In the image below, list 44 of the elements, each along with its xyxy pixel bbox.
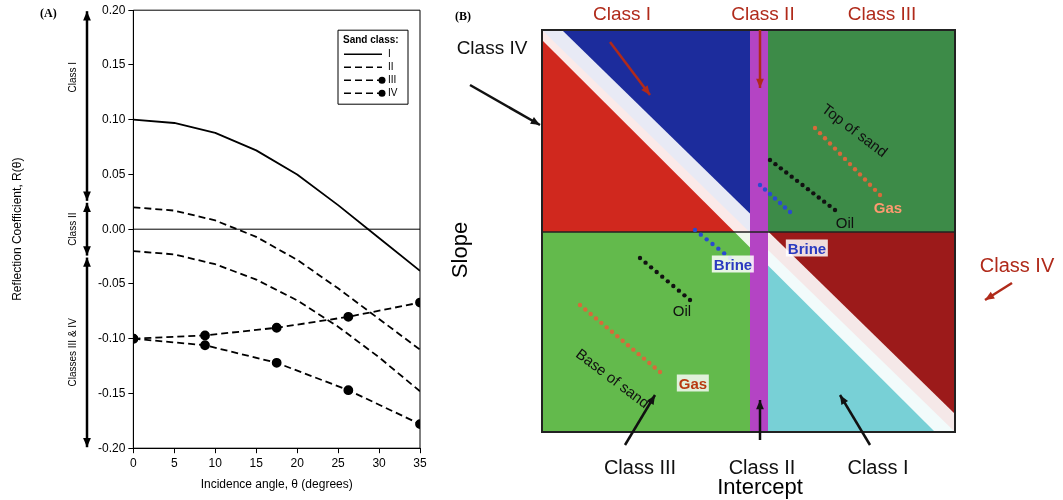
y-tick-label: 0.15 xyxy=(101,57,126,72)
x-tick-label: 10 xyxy=(208,455,223,470)
chart-title: (A) xyxy=(40,6,57,21)
x-axis-title: Incidence angle, θ (degrees) xyxy=(200,477,353,492)
text: Class I xyxy=(847,455,909,479)
text: Gas xyxy=(873,198,903,216)
text: Class I xyxy=(592,3,652,25)
y-tick-label: -0.15 xyxy=(97,385,126,400)
x-tick-label: 30 xyxy=(372,455,387,470)
text: Slope xyxy=(447,221,473,279)
legend-label: I xyxy=(388,47,391,59)
y-tick-label: 0.00 xyxy=(101,221,126,236)
legend-title: Sand class: xyxy=(343,33,399,45)
x-tick-label: 20 xyxy=(290,455,305,470)
x-tick-label: 15 xyxy=(249,455,264,470)
text: Class IV xyxy=(456,37,528,59)
text: Oil xyxy=(672,301,692,319)
text: (B) xyxy=(455,8,471,24)
y-tick-label: 0.05 xyxy=(101,166,126,181)
x-tick-label: 35 xyxy=(413,455,427,470)
x-tick-label: 25 xyxy=(331,455,346,470)
text: Classes III & IV xyxy=(66,317,78,387)
y-tick-label: -0.05 xyxy=(97,276,126,291)
legend-label: II xyxy=(388,60,394,72)
y-tick-label: -0.20 xyxy=(97,440,126,455)
text: Top of sand xyxy=(818,99,892,161)
x-tick-label: 0 xyxy=(130,455,138,470)
text: Brine xyxy=(785,239,829,257)
y-tick-label: 0.20 xyxy=(101,2,126,17)
y-axis-title: Reflection Coefficient, R(θ) xyxy=(10,157,25,301)
legend-label: IV xyxy=(388,86,398,98)
y-tick-label: 0.10 xyxy=(101,112,126,127)
text: Class III xyxy=(847,3,917,25)
text: Class II xyxy=(731,3,795,25)
text: Class II xyxy=(66,212,78,246)
text: Class IV xyxy=(979,253,1055,277)
text: Oil xyxy=(835,213,855,231)
legend-label: III xyxy=(388,73,397,85)
text: Brine xyxy=(711,255,755,273)
y-tick-label: -0.10 xyxy=(97,331,126,346)
x-tick-label: 5 xyxy=(170,455,178,470)
text: Class III xyxy=(603,455,677,479)
text: Gas xyxy=(676,374,710,392)
text: Class I xyxy=(66,61,78,93)
